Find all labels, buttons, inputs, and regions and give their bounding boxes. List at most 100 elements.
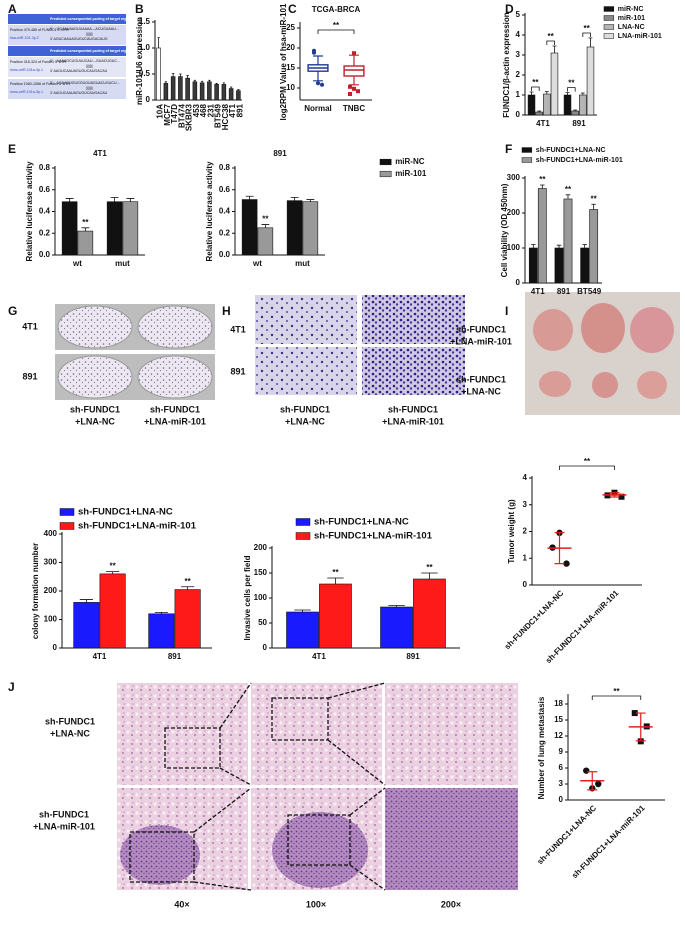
y-axis-label: Invasive cells per field	[243, 555, 252, 640]
row-label: 4T1	[22, 321, 38, 331]
y-tick-label: 0.4	[219, 207, 231, 216]
y-tick-label: 1.5	[139, 17, 151, 26]
bar	[178, 76, 183, 101]
legend-label: miR-101	[618, 15, 645, 22]
y-tick-label: 9	[559, 747, 564, 756]
bar	[286, 611, 319, 649]
point	[563, 560, 570, 567]
row-label: +LNA-NC	[461, 386, 501, 396]
histology-photos	[117, 682, 518, 891]
legend-swatch	[295, 518, 311, 526]
annotation: **	[333, 21, 340, 30]
bar	[554, 247, 564, 284]
bar	[236, 90, 241, 101]
error-bar	[179, 73, 182, 77]
y-tick-label: 20	[286, 43, 295, 52]
sd-bar	[587, 771, 598, 791]
x-tick-label: TNBC	[343, 104, 365, 113]
x-tick-label: 4T1	[312, 652, 326, 661]
y-tick-label: 2	[523, 527, 528, 536]
x-tick-label: 891	[235, 103, 244, 117]
legend-swatch	[603, 15, 615, 21]
error-bar	[208, 79, 211, 82]
col-label: sh-FUNDC1	[70, 404, 120, 414]
y-tick-label: 25	[286, 23, 295, 32]
legend-label: sh-FUNDC1+LNA-miR-101	[314, 531, 433, 542]
error-bar	[306, 199, 315, 202]
error-bar	[552, 45, 557, 53]
table-header	[8, 14, 126, 24]
y-tick-label: 0	[516, 278, 521, 287]
bar	[537, 188, 547, 284]
outlier	[352, 51, 356, 56]
x-tick-label: MCF7	[163, 103, 172, 125]
error-bar	[573, 109, 578, 111]
row-label: +LNA-NC	[50, 728, 90, 738]
col-label: +LNA-miR-101	[382, 416, 444, 426]
pairing: |||||||	[86, 86, 93, 90]
error-bar	[200, 80, 204, 83]
y-tick-label: 200	[254, 543, 268, 552]
mirna-seq: 3' AAGUCAAUAGUGUCAUGACAU	[50, 69, 108, 73]
error-bar	[215, 82, 218, 85]
error-bar	[261, 224, 270, 228]
annotation: **	[426, 563, 433, 572]
bar	[207, 81, 212, 101]
significance-bracket	[559, 465, 615, 470]
y-tick-label: 2	[516, 70, 521, 79]
whisker	[349, 54, 359, 66]
legend-swatch	[295, 532, 311, 540]
error-bar	[582, 244, 587, 248]
outlier	[316, 81, 320, 86]
bar	[170, 76, 176, 101]
row-label: 4T1	[230, 324, 246, 334]
target-seq: 5' ...ACAACUGUGGUGUAGUACUGUCU...	[50, 81, 120, 85]
panel-label: H	[222, 304, 231, 318]
point	[595, 780, 602, 788]
panel-label: B	[135, 2, 144, 16]
table-row	[8, 25, 126, 45]
legend-swatch	[603, 33, 615, 39]
bar	[286, 200, 303, 256]
annotation: **	[110, 562, 117, 571]
annotation: **	[548, 32, 555, 41]
y-axis-label: log2RPM Value of hsa-miR-101	[279, 3, 288, 120]
bar	[586, 46, 595, 116]
y-tick-label: 0.8	[219, 163, 231, 172]
col-label: +LNA-NC	[285, 416, 325, 426]
y-tick-label: 300	[507, 173, 521, 182]
row-label: 891	[230, 366, 245, 376]
x-tick-label: SKBR3	[185, 103, 194, 131]
target-seq: 5' ...GCAAUAAGUUAAAA---ACUGUAAU...	[50, 27, 119, 31]
error-bar	[81, 227, 90, 232]
y-tick-label: 50	[258, 618, 267, 627]
sd-bar	[609, 492, 620, 498]
error-bar	[245, 195, 254, 200]
x-tick-label: mut	[295, 259, 310, 268]
box	[343, 65, 365, 77]
whisker	[313, 55, 323, 65]
bar	[413, 578, 446, 649]
table-header-text: Predicted consequential pairing of targe…	[50, 49, 177, 53]
y-tick-label: 200	[44, 586, 58, 595]
y-tick-label: 6	[559, 763, 564, 772]
position: Position 1060-1066 of Fundc1 3' UTR	[10, 82, 70, 86]
significance-bracket	[591, 695, 642, 700]
bar	[535, 111, 543, 116]
bar	[527, 94, 536, 116]
panel-label: G	[8, 304, 17, 318]
x-tick-label: Normal	[304, 104, 332, 113]
error-bar	[110, 196, 119, 202]
y-tick-label: 10	[286, 83, 295, 92]
col-label: +LNA-NC	[75, 416, 115, 426]
mirna-name: hsa-miR-101-3p.2	[10, 36, 39, 40]
x-tick-label: BT549	[214, 103, 223, 128]
legend-swatch	[59, 522, 75, 530]
error-bar	[290, 196, 299, 201]
x-tick-label: 4T1	[93, 652, 107, 661]
bar	[77, 230, 94, 256]
error-bar	[65, 198, 74, 202]
y-tick-label: 100	[507, 243, 521, 252]
y-tick-label: 3	[523, 500, 528, 509]
target-seq: 5' ...AAAAGCUGUUUCAU---GUACUGUC...	[50, 59, 120, 63]
